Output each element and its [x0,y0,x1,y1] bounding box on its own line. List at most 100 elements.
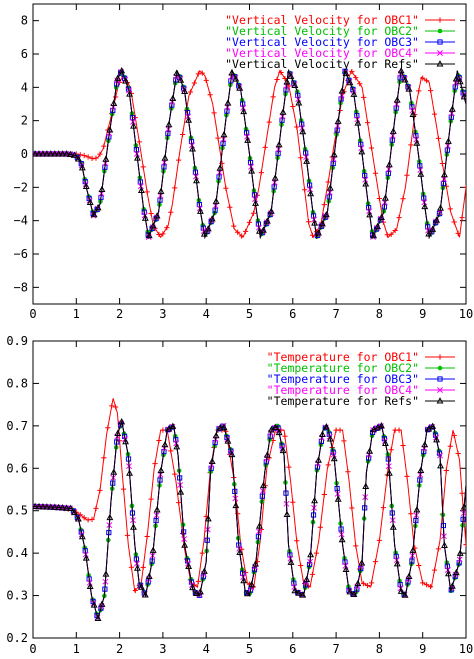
temperature-series-5-marker [74,515,82,522]
temperature-series-1-marker [176,500,182,506]
temperature-series-1-marker [416,562,422,569]
temperature-series-5-marker [311,496,318,504]
temperature-series-1-marker [124,532,131,538]
velocity-x-tick-label: 9 [419,307,426,321]
velocity-series-5-marker [161,154,169,161]
temperature-series-1-marker [294,538,300,544]
velocity-series-5-marker [334,117,342,124]
velocity-series-5-marker [358,148,366,155]
temperature-series-5-marker [444,569,452,577]
velocity-series-5-marker [421,202,429,210]
velocity-series-5-marker [71,151,78,158]
velocity-series-1-marker [144,189,150,195]
velocity-series-1-marker [439,160,445,167]
velocity-series-5-marker [444,137,452,144]
temperature-x-tick-label: 3 [159,642,166,656]
velocity-legend-label: "Vertical Velocity for OBC3" [225,35,419,49]
temperature-series-1-marker [420,580,426,586]
velocity-legend-label: "Vertical Velocity for OBC4" [225,46,419,60]
temperature-series-5-marker [409,546,417,553]
temperature-series-5-marker [67,504,74,511]
temperature-series-1-marker [455,450,461,457]
velocity-series-1-marker [140,164,146,170]
velocity-y-tick-label: −8 [14,280,28,294]
velocity-series-5-marker [346,78,354,86]
temperature-y-tick-label: 0.9 [6,334,28,348]
velocity-series-1-marker [364,120,371,126]
velocity-series-5-marker [307,189,315,197]
velocity-series-5-marker [149,222,157,229]
velocity-series-5-marker [200,230,208,237]
temperature-series-1-marker [443,467,449,474]
velocity-series-1-marker [447,206,453,212]
temperature-series-5-marker [185,562,193,569]
velocity-series-5-marker [460,92,466,100]
temperature-series-1-marker [380,505,386,511]
velocity-series-1-marker [282,75,288,82]
velocity-series-1-marker [396,215,402,221]
velocity-y-tick-label: −4 [14,214,28,228]
temperature-series-1-marker [431,567,438,573]
temperature-series-1-marker [321,491,327,498]
velocity-series-1-marker [309,232,316,238]
temperature-series-5-marker [358,559,366,566]
velocity-series-5-marker [208,215,216,222]
temperature-series-5-marker [122,437,130,445]
temperature-series-5-marker [381,439,389,446]
velocity-series-5-marker [153,212,161,219]
temperature-series-5-marker [385,469,393,476]
velocity-series-5-marker [51,150,59,157]
temperature-series-5-marker [318,430,326,438]
temperature-series-5-marker [189,583,196,591]
velocity-series-1-marker [85,154,91,160]
velocity-series-1-marker [93,155,99,161]
temperature-series-5-marker [295,589,303,596]
temperature-series-5-marker [362,482,370,489]
temperature-series-5-marker [448,582,456,589]
temperature-series-5-marker [110,468,118,475]
velocity-series-5-marker [256,227,263,234]
temperature-x-tick-label: 2 [116,642,123,656]
temperature-series-5-marker [393,559,401,567]
velocity-series-1-marker [392,227,398,234]
temperature-series-line-1 [33,398,466,593]
temperature-series-1-marker [89,516,95,523]
temperature-series-5-marker [106,513,114,521]
temperature-series-1-marker [447,443,453,449]
temperature-series-5-marker [212,431,220,439]
temperature-series-5-marker [55,503,63,511]
velocity-series-1-marker [416,88,422,94]
velocity-series-5-marker [322,210,330,218]
velocity-series-1-marker [160,231,166,237]
velocity-series-5-marker [342,69,350,77]
temperature-x-tick-label: 1 [73,642,80,656]
temperature-series-1-marker [199,550,205,556]
temperature-series-1-marker [152,461,158,467]
temperature-series-1-marker [368,580,375,586]
velocity-series-1-marker [113,94,119,100]
velocity-series-5-marker [405,85,413,92]
velocity-y-tick-label: 2 [21,114,28,128]
temperature-y-tick-label: 0.3 [6,589,28,603]
velocity-series-1-marker [250,210,257,216]
velocity-series-5-marker [240,107,248,115]
temperature-series-1-marker [156,437,162,444]
temperature-series-5-marker [240,576,248,584]
temperature-series-5-marker [196,588,204,595]
temperature-series-5-marker [114,429,122,436]
temperature-series-5-marker [133,564,141,571]
temperature-series-1-marker [290,499,296,505]
velocity-x-tick-label: 3 [159,307,166,321]
velocity-series-5-marker [318,220,326,227]
temperature-x-tick-label: 6 [289,642,296,656]
temperature-series-5-marker [35,502,43,510]
velocity-y-tick-label: 8 [21,14,28,28]
velocity-series-5-marker [133,154,141,161]
velocity-legend: "Vertical Velocity for OBC1""Vertical Ve… [225,13,455,71]
velocity-series-1-marker [372,170,379,176]
velocity-x-tick-label: 5 [246,307,253,321]
temperature-series-1-marker [298,562,304,569]
velocity-series-5-marker [35,150,43,157]
velocity-series-1-marker [168,209,174,215]
velocity-series-5-marker [350,90,358,97]
